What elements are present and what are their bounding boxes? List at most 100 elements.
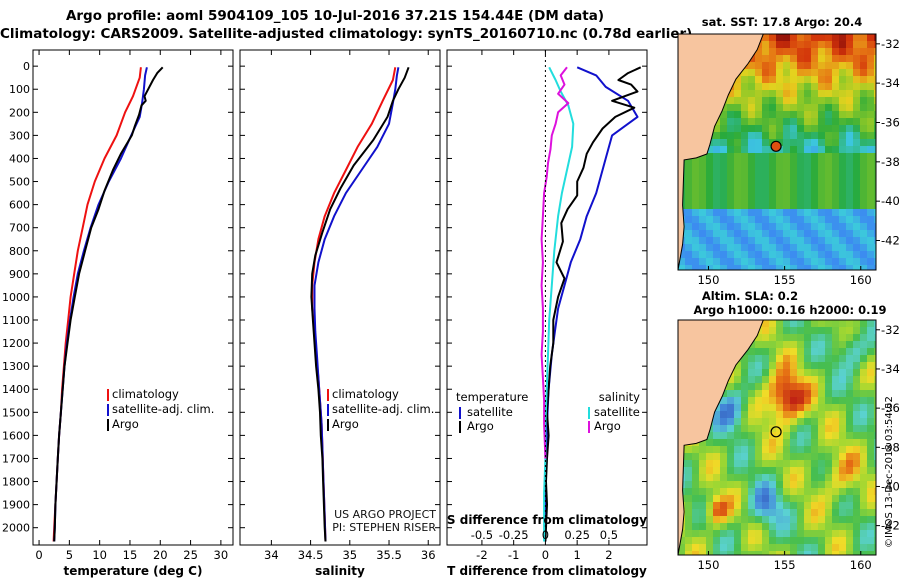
map-cell — [762, 230, 770, 238]
map-cell — [832, 418, 840, 426]
map-cell — [783, 481, 791, 489]
map-cell — [832, 132, 840, 140]
map-cell — [825, 530, 833, 538]
map-cell — [734, 516, 742, 524]
map-cell — [839, 404, 847, 412]
map-cell — [832, 188, 840, 196]
map-cell — [748, 355, 756, 363]
map-cell — [839, 488, 847, 496]
map-cell — [818, 104, 826, 112]
map-cell — [867, 397, 875, 405]
map-cell — [713, 481, 721, 489]
map-cell — [860, 146, 868, 154]
map-cell — [860, 237, 868, 245]
map-cell — [727, 188, 735, 196]
map-cell — [867, 369, 875, 377]
map-cell — [762, 195, 770, 203]
map-cell — [713, 216, 721, 224]
map-cell — [846, 453, 854, 461]
map-cell — [755, 544, 763, 552]
map-cell — [818, 495, 826, 503]
map-cell — [818, 209, 826, 217]
map-cell — [713, 446, 721, 454]
map-cell — [804, 397, 812, 405]
map-cell — [874, 348, 876, 356]
map-cell — [741, 523, 749, 531]
map-cell — [797, 97, 805, 105]
map-cell — [846, 425, 854, 433]
map-cell — [685, 446, 693, 454]
map-cell — [769, 341, 777, 349]
map-cell — [818, 69, 826, 77]
map-cell — [825, 544, 833, 552]
map-cell — [748, 467, 756, 475]
map-cell — [825, 97, 833, 105]
map-cell — [776, 69, 784, 77]
map-cell — [839, 265, 847, 270]
map-cell — [839, 418, 847, 426]
series-line-argo — [53, 66, 164, 542]
map-cell — [797, 62, 805, 70]
x-tick-label: 20 — [153, 548, 168, 562]
map-cell — [832, 160, 840, 168]
map-cell — [860, 244, 868, 252]
map-cell — [741, 446, 749, 454]
map-cell — [797, 76, 805, 84]
map-cell — [692, 530, 700, 538]
map-cell — [790, 188, 798, 196]
map-cell — [776, 202, 784, 210]
map-cell — [832, 76, 840, 84]
map-cell — [867, 341, 875, 349]
map-cell — [755, 530, 763, 538]
map-cell — [853, 327, 861, 335]
map-cell — [797, 439, 805, 447]
map-cell — [706, 523, 714, 531]
map-cell — [804, 216, 812, 224]
map-cell — [748, 530, 756, 538]
map-cell — [839, 355, 847, 363]
map-cell — [720, 167, 728, 175]
map-cell — [832, 376, 840, 384]
map-field — [678, 320, 876, 555]
map-cell — [734, 537, 742, 545]
map-cell — [790, 495, 798, 503]
map-cell — [762, 125, 770, 133]
map-cell — [825, 376, 833, 384]
map-cell — [818, 530, 826, 538]
map-cell — [853, 523, 861, 531]
map-cell — [762, 551, 770, 555]
map-cell — [790, 509, 798, 517]
map-cell — [699, 258, 707, 266]
map-cell — [790, 481, 798, 489]
legend-label: satellite-adj. clim. — [112, 402, 214, 416]
map-cell — [706, 509, 714, 517]
map-cell — [804, 181, 812, 189]
map-cell — [769, 160, 777, 168]
map-cell — [874, 397, 876, 405]
map-cell — [776, 230, 784, 238]
map-cell — [783, 223, 791, 231]
map-cell — [776, 265, 784, 270]
map-cell — [720, 446, 728, 454]
map-cell — [874, 376, 876, 384]
map-cell — [846, 516, 854, 524]
map-cell — [748, 369, 756, 377]
map-cell — [762, 83, 770, 91]
map-cell — [853, 432, 861, 440]
map-cell — [874, 230, 876, 238]
map-cell — [783, 376, 791, 384]
map-cell — [706, 188, 714, 196]
map-cell — [853, 48, 861, 56]
map-cell — [867, 523, 875, 531]
map-cell — [846, 523, 854, 531]
map-cell — [825, 125, 833, 133]
map-cell — [720, 439, 728, 447]
map-cell — [706, 432, 714, 440]
map-cell — [706, 153, 714, 161]
map-cell — [748, 167, 756, 175]
copyright-text: ©IMOS 13-Dec-2018 03:54:52 — [884, 396, 895, 548]
map-cell — [825, 83, 833, 91]
y-tick-label: 1100 — [2, 314, 30, 327]
map-cell — [762, 48, 770, 56]
map-cell — [685, 509, 693, 517]
